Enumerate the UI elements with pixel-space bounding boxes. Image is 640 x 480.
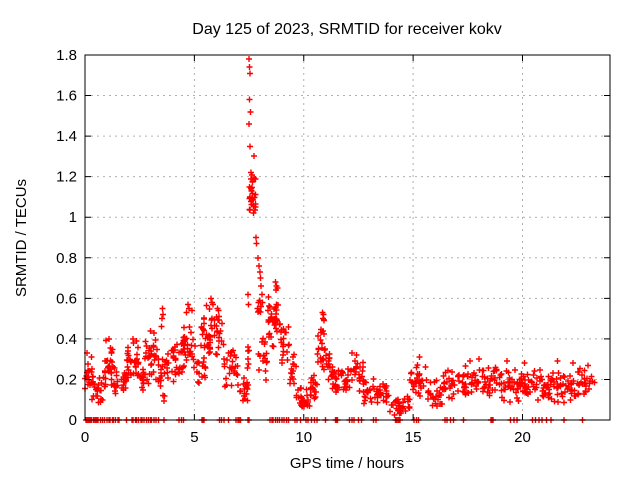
grid-lines [85, 55, 610, 420]
x-tick-label: 5 [190, 429, 198, 446]
y-tick-label: 1.4 [56, 128, 77, 145]
y-tick-label: 1.6 [56, 88, 77, 105]
chart-title: Day 125 of 2023, SRMTID for receiver kok… [192, 21, 501, 38]
y-tick-label: 1.2 [56, 169, 77, 186]
grid-path [85, 55, 610, 420]
tick-labels: 0 5 10 15 20 0 0.2 0.4 0.6 0.8 1 1.2 1.4 1.6 1.8 [56, 47, 531, 446]
data-points [82, 56, 598, 423]
y-tick-label: 0.8 [56, 250, 77, 267]
y-tick-label: 0.2 [56, 371, 77, 388]
x-tick-label: 20 [514, 429, 531, 446]
axis-ticks [84, 54, 610, 421]
x-axis-label: GPS time / hours [290, 455, 404, 472]
x-tick-label: 10 [295, 429, 312, 446]
y-tick-label: 1 [69, 209, 77, 226]
x-tick-label: 15 [405, 429, 422, 446]
scatter-plus-markers [82, 56, 598, 423]
y-tick-label: 0.6 [56, 290, 77, 307]
y-axis-label: SRMTID / TECUs [13, 179, 30, 297]
y-tick-label: 1.8 [56, 47, 77, 64]
y-tick-label: 0.4 [56, 331, 77, 348]
plot-area-border [84, 54, 611, 421]
tick-marks-path [84, 54, 610, 421]
y-tick-label: 0 [69, 412, 77, 429]
x-tick-label: 0 [81, 429, 89, 446]
